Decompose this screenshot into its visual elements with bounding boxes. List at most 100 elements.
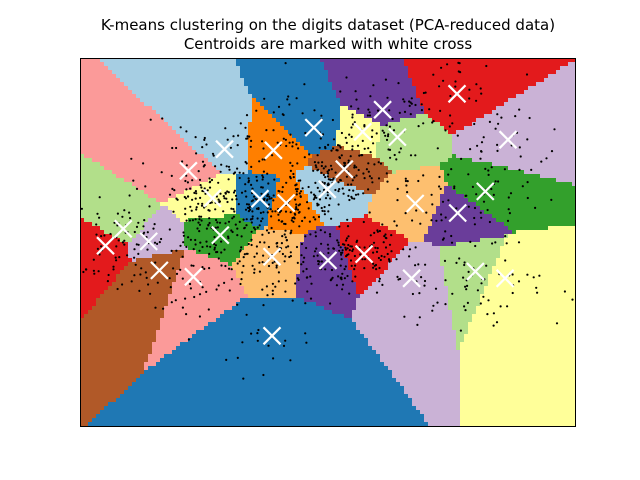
region-cell: [336, 138, 381, 143]
data-point: [321, 209, 324, 212]
region-cell: [408, 70, 557, 75]
data-point: [250, 230, 253, 233]
region-cell: [104, 406, 417, 411]
data-point: [500, 116, 503, 119]
data-point: [123, 209, 126, 212]
region-cell: [344, 146, 377, 151]
region-cell: [464, 334, 576, 339]
data-point: [251, 215, 254, 218]
data-point: [403, 100, 406, 103]
region-cell: [360, 150, 377, 155]
region-cell: [180, 218, 189, 223]
data-point: [181, 160, 184, 163]
region-cell: [460, 354, 576, 359]
region-cell: [80, 370, 145, 375]
data-point: [255, 109, 258, 112]
region-cell: [300, 250, 345, 255]
data-point: [328, 204, 331, 207]
region-cell: [404, 234, 425, 239]
region-cell: [128, 246, 189, 251]
region-cell: [460, 406, 576, 411]
data-point: [181, 255, 184, 258]
region-cell: [380, 126, 445, 131]
region-cell: [80, 282, 113, 287]
data-point: [454, 85, 457, 88]
data-point: [479, 302, 482, 305]
data-point: [289, 232, 292, 235]
data-point: [330, 278, 333, 281]
data-point: [530, 168, 533, 171]
data-point: [103, 234, 106, 237]
data-point: [317, 203, 320, 206]
region-cell: [460, 346, 576, 351]
data-point: [275, 264, 278, 267]
data-point: [375, 250, 379, 253]
data-point: [526, 273, 529, 276]
region-cell: [80, 322, 161, 327]
data-point: [211, 152, 215, 155]
region-cell: [536, 82, 576, 87]
data-point: [381, 223, 384, 226]
region-cell: [172, 250, 185, 255]
region-cell: [252, 170, 297, 175]
data-point: [337, 190, 340, 193]
region-cell: [440, 250, 501, 255]
region-cell: [128, 254, 153, 259]
region-cell: [80, 410, 101, 415]
centroid-stroke: [96, 236, 115, 255]
data-point: [447, 173, 450, 176]
data-point: [349, 245, 352, 248]
data-point: [432, 73, 435, 76]
data-point: [227, 220, 231, 223]
data-point: [219, 192, 222, 195]
region-cell: [144, 226, 185, 231]
region-cell: [184, 238, 253, 243]
centroid-stroke: [402, 269, 421, 288]
data-point: [185, 164, 188, 167]
data-point: [374, 246, 377, 249]
data-point: [130, 157, 133, 160]
centroid-marker: [335, 159, 354, 179]
data-point: [208, 177, 211, 180]
data-point: [109, 232, 112, 236]
region-cell: [168, 302, 237, 307]
data-point: [149, 118, 152, 121]
region-cell: [244, 78, 329, 83]
data-point: [357, 193, 360, 196]
data-point: [205, 290, 208, 293]
data-point: [170, 174, 173, 177]
data-point: [253, 271, 256, 274]
centroid-marker: [476, 182, 495, 201]
data-point: [226, 138, 229, 141]
data-point: [179, 126, 182, 129]
region-cell: [452, 314, 473, 319]
region-cell: [500, 250, 576, 255]
data-point: [482, 136, 485, 139]
region-cell: [128, 386, 405, 391]
region-cell: [372, 194, 441, 199]
data-point: [214, 226, 217, 229]
region-cell: [80, 62, 105, 67]
region-cell: [336, 94, 417, 99]
region-cell: [112, 282, 173, 287]
data-point: [320, 242, 323, 245]
data-point: [133, 256, 136, 259]
region-cell: [336, 90, 417, 95]
data-point: [284, 229, 287, 232]
region-cell: [124, 266, 181, 271]
region-cell: [140, 230, 185, 235]
centroid-stroke: [373, 100, 392, 119]
data-point: [494, 180, 497, 183]
region-cell: [356, 290, 365, 295]
region-cell: [112, 170, 221, 175]
data-point: [336, 149, 339, 152]
data-point: [444, 129, 447, 132]
centroid-stroke: [211, 225, 230, 245]
centroid-marker: [498, 130, 518, 149]
region-cell: [252, 114, 273, 119]
data-point: [518, 108, 521, 111]
region-cell: [392, 370, 461, 375]
region-cell: [488, 282, 576, 287]
data-point: [154, 306, 157, 309]
region-cell: [304, 298, 357, 303]
